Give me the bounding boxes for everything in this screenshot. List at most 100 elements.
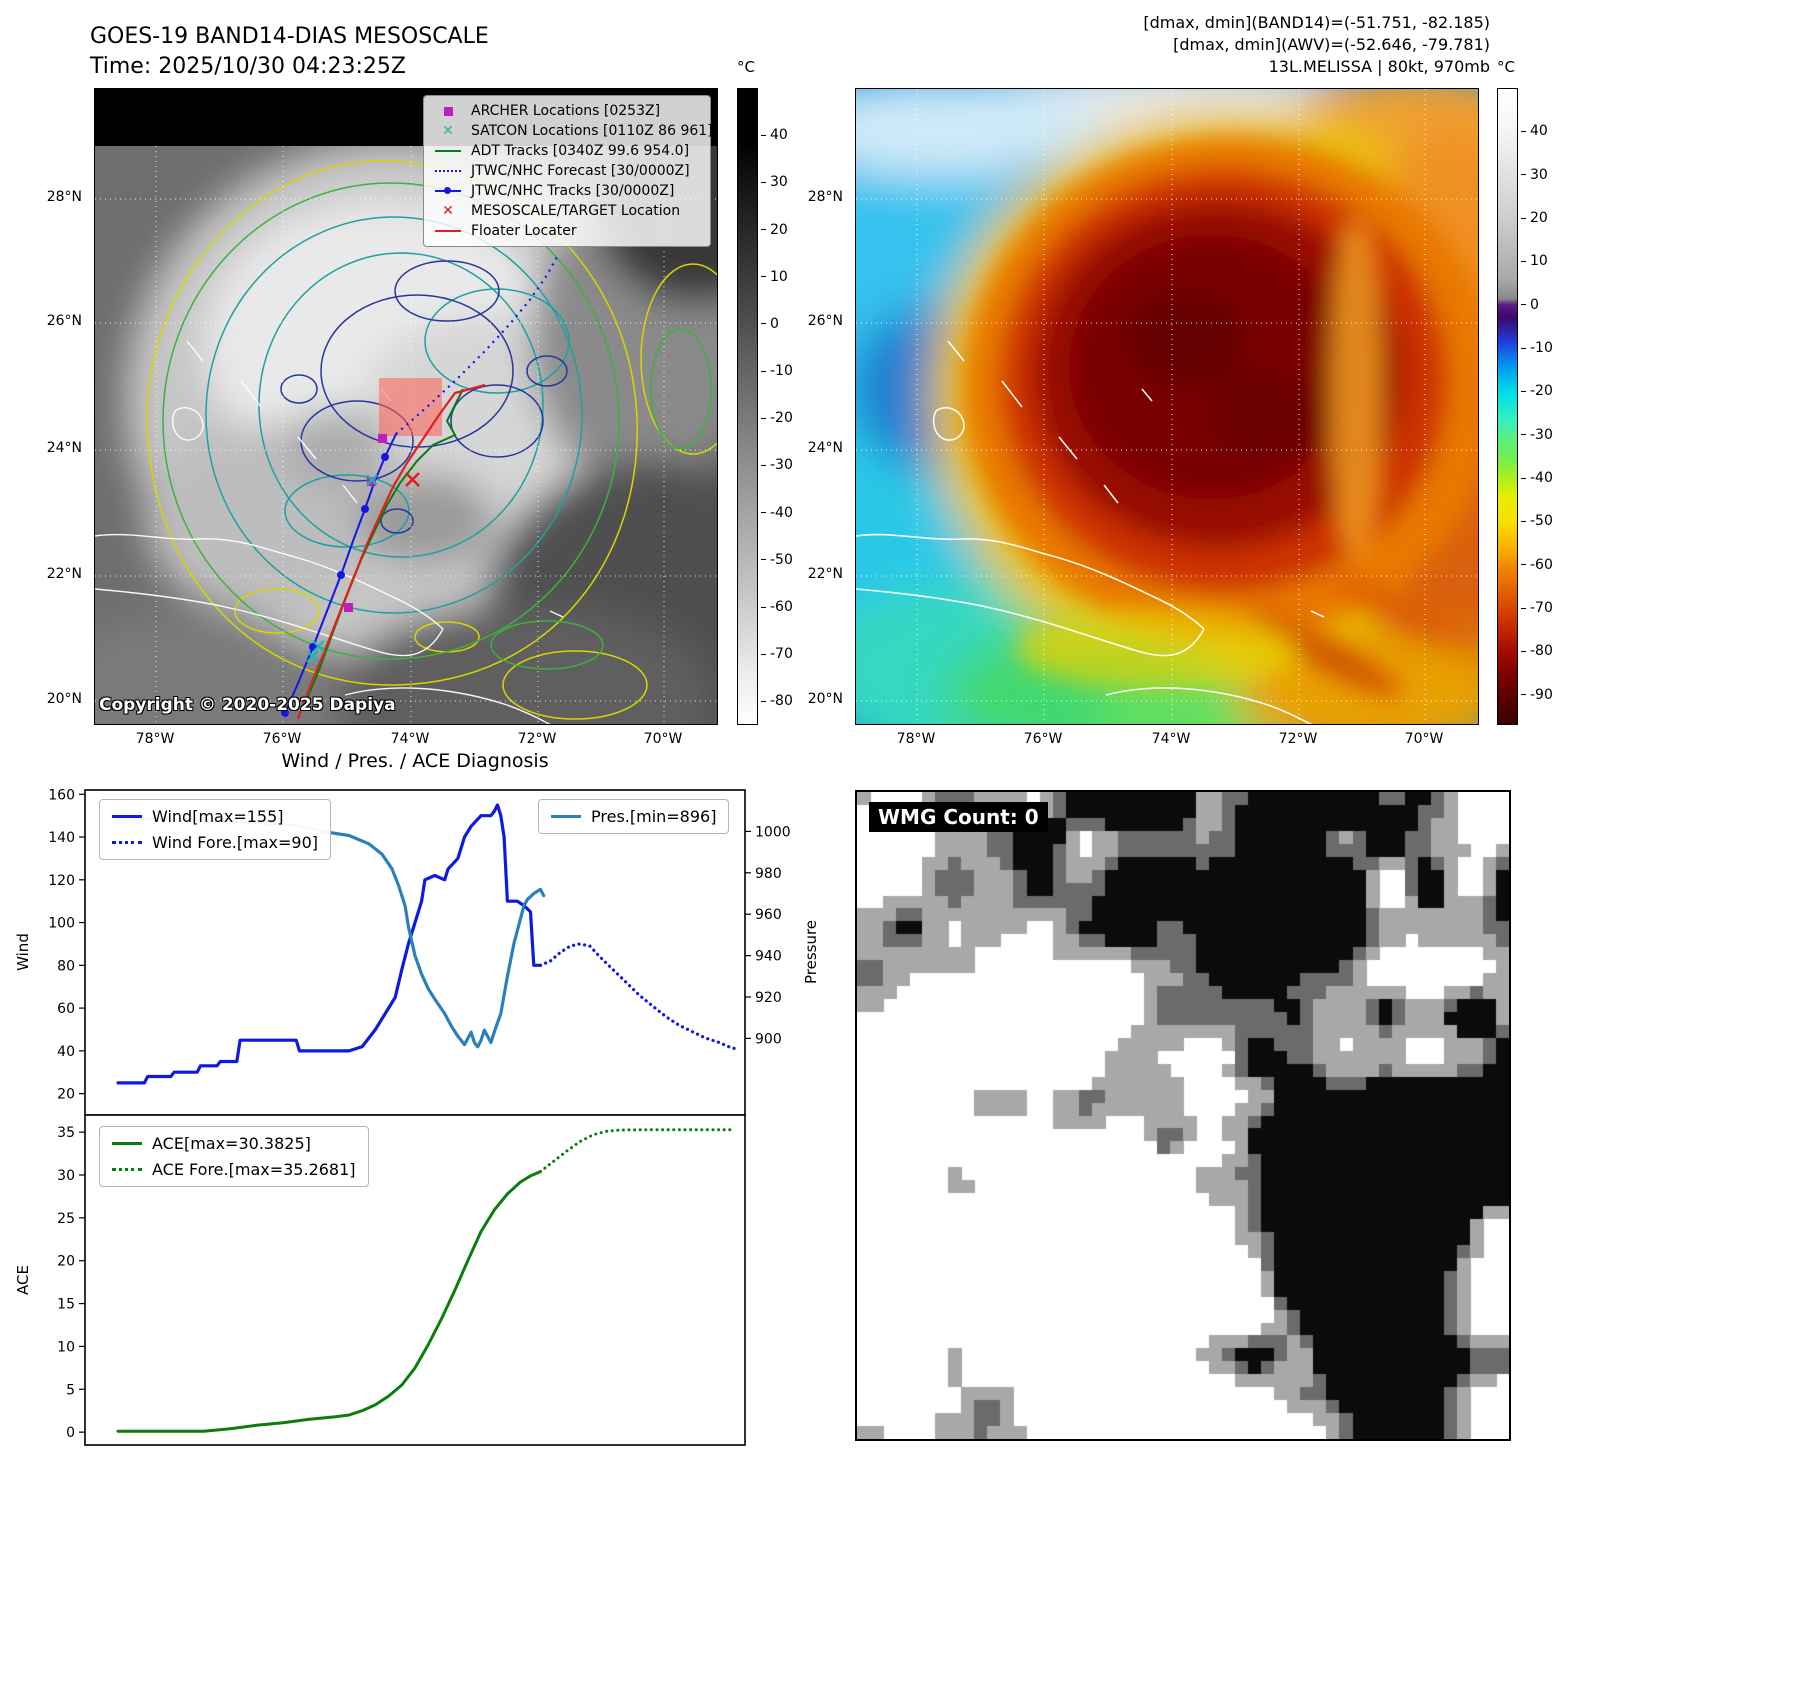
colorbar-tick-label: 10 — [1521, 252, 1548, 270]
ace-axis-title: ACE — [14, 1265, 32, 1295]
coastlines — [856, 340, 1325, 724]
band14-time: Time: 2025/10/30 04:23:25Z — [90, 54, 406, 79]
colorbar-tick-label: -60 — [1521, 556, 1553, 574]
y-tick-label: 25 — [57, 1211, 75, 1227]
mesoscale-target-marker — [405, 472, 420, 487]
ace-legend: ACE[max=30.3825] ACE Fore.[max=35.2681] — [99, 1126, 369, 1187]
legend-item-wind: Wind[max=155] — [112, 807, 318, 826]
y-tick-label: 5 — [66, 1382, 75, 1398]
map-legend-item: JTWC/NHC Tracks [30/0000Z] — [433, 183, 701, 199]
jtwc-track-line — [284, 433, 397, 714]
series-line — [538, 1128, 737, 1174]
lon-tick-label: 74°W — [390, 731, 430, 747]
map-legend-label: ADT Tracks [0340Z 99.6 954.0] — [471, 143, 690, 159]
line-marker-icon — [433, 187, 463, 194]
colorbar-tick-label: -60 — [761, 598, 793, 616]
y-tick-label: 35 — [57, 1125, 75, 1141]
map-legend-item: ✕ MESOSCALE/TARGET Location — [433, 203, 701, 219]
colorbar-tick-label: -40 — [761, 504, 793, 522]
lon-tick-label: 76°W — [1023, 731, 1063, 747]
wind-legend: Wind[max=155] Wind Fore.[max=90] — [99, 799, 331, 860]
colorbar-tick-label: 20 — [761, 221, 788, 239]
awv-colorbar-unit: °C — [1497, 58, 1515, 76]
dotted-icon — [433, 170, 463, 172]
map-legend-item: ADT Tracks [0340Z 99.6 954.0] — [433, 143, 701, 159]
x-icon: ✕ — [442, 123, 454, 139]
awv-header-storm-id: 13L.MELISSA | 80kt, 970mb — [1268, 57, 1490, 76]
awv-header-band14-stats: [dmax, dmin](BAND14)=(-51.751, -82.185) — [1143, 13, 1490, 32]
map-legend-item: Floater Locater — [433, 223, 701, 239]
colorbar-tick-label: 40 — [761, 126, 788, 144]
lat-tick-label: 28°N — [46, 189, 82, 205]
lat-tick-label: 26°N — [807, 313, 843, 329]
ace-forecast-line-swatch — [112, 1168, 142, 1171]
satcon-markers — [306, 474, 378, 663]
pressure-line-swatch — [551, 815, 581, 818]
colorbar-tick-label: 30 — [1521, 166, 1548, 184]
wind-axis-title: Wind — [14, 933, 32, 971]
y-tick-label: 40 — [57, 1044, 75, 1060]
lat-tick-label: 22°N — [46, 566, 82, 582]
lat-tick-label: 20°N — [807, 691, 843, 707]
colorbar-tick-label: -30 — [761, 456, 793, 474]
series-line — [116, 1170, 542, 1433]
legend-item-ace: ACE[max=30.3825] — [112, 1134, 356, 1153]
y-tick-label: 20 — [57, 1087, 75, 1103]
colorbar-tick-label: -40 — [1521, 469, 1553, 487]
colorbar-tick-label: -80 — [1521, 642, 1553, 660]
y-tick-label: 0 — [66, 1425, 75, 1441]
wmg-panel: WMG Count: 0 — [855, 790, 1511, 1441]
legend-label: Pres.[min=896] — [591, 807, 717, 826]
wind-pressure-chart: 20 40 60 80 100 120 140 160 900 920 940 960 980 1000 — [48, 787, 791, 1116]
y-tick-label: 10 — [57, 1339, 75, 1355]
colorbar-tick-label: 30 — [761, 173, 788, 191]
floater-line — [296, 383, 486, 720]
colorbar-tick-label: 0 — [1521, 296, 1539, 314]
colorbar-tick-label: 10 — [761, 268, 788, 286]
band14-colorbar-unit: °C — [737, 58, 755, 76]
y-tick-label: 940 — [755, 949, 782, 965]
colorbar-tick-label: -10 — [761, 362, 793, 380]
y-tick-label: 60 — [57, 1001, 75, 1017]
y-tick-label: 120 — [48, 873, 75, 889]
y-tick-label: 1000 — [755, 824, 791, 840]
colorbar-tick-label: -70 — [1521, 599, 1553, 617]
map-legend-label: MESOSCALE/TARGET Location — [471, 203, 681, 219]
map-legend-label: Floater Locater — [471, 223, 577, 239]
y-tick-label: 20 — [57, 1254, 75, 1270]
wmg-count-label: WMG Count: 0 — [869, 802, 1048, 832]
lat-tick-label: 26°N — [46, 313, 82, 329]
series-line — [538, 942, 737, 1051]
lon-tick-label: 76°W — [262, 731, 302, 747]
map-legend-item: JTWC/NHC Forecast [30/0000Z] — [433, 163, 701, 179]
lat-tick-label: 22°N — [807, 566, 843, 582]
band14-map-panel: ARCHER Locations [0253Z] ✕ SATCON Location… — [94, 88, 718, 725]
awv-lon-axis: 78°W 76°W 74°W 72°W 70°W — [855, 731, 1479, 751]
awv-colorbar-ticks: 40 30 20 10 0 -10 -20 -30 -40 -50 -60 -70 -80 -90 — [1521, 88, 1581, 725]
lat-tick-label: 28°N — [807, 189, 843, 205]
y-tick-label: 980 — [755, 866, 782, 882]
colorbar-tick-label: -30 — [1521, 426, 1553, 444]
colorbar-tick-label: -50 — [761, 551, 793, 569]
series-line — [116, 817, 546, 1049]
colorbar-tick-label: -50 — [1521, 512, 1553, 530]
y-tick-label: 15 — [57, 1297, 75, 1313]
band14-lon-axis: 78°W 76°W 74°W 72°W 70°W — [94, 731, 718, 751]
colorbar-tick-label: -70 — [761, 645, 793, 663]
map-legend-item: ✕ SATCON Locations [0110Z 86 961] — [433, 123, 713, 139]
colorbar-tick-label: -20 — [761, 409, 793, 427]
lon-tick-label: 70°W — [1404, 731, 1444, 747]
coastlines — [95, 340, 564, 724]
band14-colorbar-ticks: 40 30 20 10 0 -10 -20 -30 -40 -50 -60 -70 -80 — [761, 88, 821, 725]
lat-tick-label: 24°N — [807, 440, 843, 456]
legend-label: Wind Fore.[max=90] — [152, 833, 318, 852]
colorbar-tick-label: 20 — [1521, 209, 1548, 227]
map-legend-item: ARCHER Locations [0253Z] — [433, 103, 701, 119]
legend-label: ACE Fore.[max=35.2681] — [152, 1160, 356, 1179]
awv-cdo-core — [963, 137, 1478, 697]
series-line — [116, 803, 542, 1085]
diagnosis-title: Wind / Pres. / ACE Diagnosis — [281, 750, 549, 772]
wind-line-swatch — [112, 815, 142, 818]
square-icon — [433, 106, 463, 116]
colorbar-tick-label: -20 — [1521, 382, 1553, 400]
